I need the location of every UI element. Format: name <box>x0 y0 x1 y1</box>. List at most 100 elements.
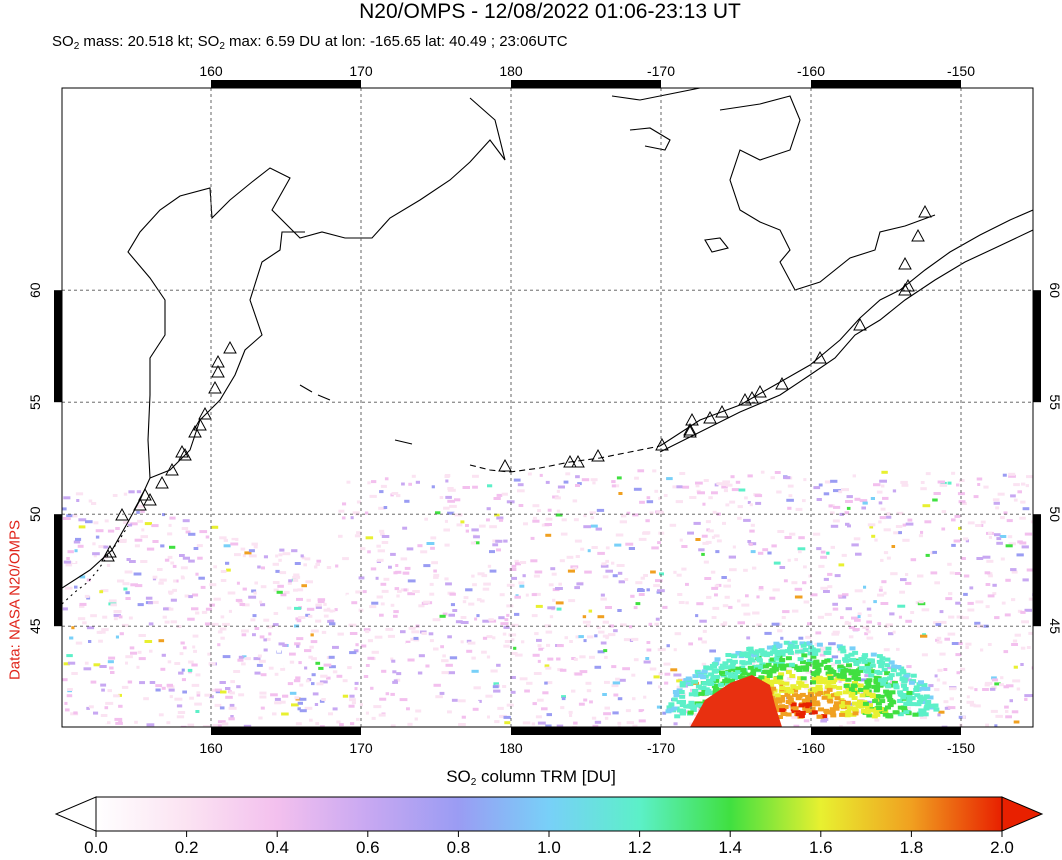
so2-pixel <box>520 613 525 617</box>
so2-pixel <box>673 673 682 677</box>
so2-pixel <box>488 618 494 622</box>
plume-pixel <box>863 689 870 694</box>
so2-pixel <box>1013 483 1020 487</box>
so2-pixel <box>604 655 608 659</box>
so2-pixel <box>572 499 578 503</box>
plume-pixel <box>918 680 924 685</box>
so2-pixel <box>228 706 237 710</box>
so2-pixel <box>901 483 909 487</box>
so2-pixel <box>510 652 518 655</box>
so2-pixel <box>673 570 677 574</box>
plume-pixel <box>852 711 859 716</box>
so2-pixel <box>297 588 304 592</box>
so2-pixel <box>905 573 909 576</box>
so2-pixel <box>129 646 135 650</box>
so2-pixel <box>619 520 627 524</box>
so2-pixel <box>227 591 236 595</box>
plume-pixel <box>889 690 896 695</box>
so2-pixel <box>677 692 686 696</box>
so2-pixel <box>878 520 882 524</box>
colorbar-label: SO2 column TRM [DU] <box>446 767 616 788</box>
so2-pixel <box>625 542 634 546</box>
plume-pixel <box>840 649 847 654</box>
so2-pixel <box>988 535 992 539</box>
so2-pixel <box>939 483 948 487</box>
so2-pixel <box>557 485 565 489</box>
so2-pixel <box>349 698 356 702</box>
plume-core <box>690 675 782 727</box>
plume-pixel <box>740 668 747 672</box>
so2-pixel <box>850 721 856 724</box>
so2-pixel <box>1020 646 1026 650</box>
volcano-icon <box>138 487 152 501</box>
plume-pixel <box>731 654 737 659</box>
so2-pixel <box>219 681 226 684</box>
lon-tick-label-top: -150 <box>947 63 975 79</box>
so2-pixel <box>713 534 720 538</box>
so2-pixel <box>63 662 70 666</box>
plume-pixel <box>790 684 797 689</box>
colorbar-tick-label: 0.0 <box>84 838 108 857</box>
so2-pixel <box>228 540 236 544</box>
so2-pixel <box>379 529 385 533</box>
plume-pixel <box>810 702 817 707</box>
so2-pixel <box>900 578 907 582</box>
so2-pixel <box>241 655 247 659</box>
so2-pixel <box>598 488 603 492</box>
so2-pixel <box>664 672 671 676</box>
so2-pixel <box>1009 699 1013 703</box>
plume-pixel <box>843 683 850 688</box>
so2-pixel <box>709 649 716 653</box>
so2-pixel <box>975 600 984 604</box>
plume-pixel <box>840 701 847 705</box>
so2-pixel <box>348 623 357 627</box>
so2-pixel <box>871 534 876 538</box>
so2-pixel <box>342 557 349 561</box>
so2-pixel <box>623 638 631 642</box>
so2-pixel <box>1030 694 1033 697</box>
plume-pixel <box>752 664 759 669</box>
plume-pixel <box>833 706 840 711</box>
so2-pixel <box>471 579 477 583</box>
so2-pixel <box>100 714 108 717</box>
so2-pixel <box>115 721 123 725</box>
so2-pixel <box>316 682 324 686</box>
colorbar-tick-label: 1.0 <box>537 838 561 857</box>
so2-pixel <box>852 621 859 625</box>
so2-pixel <box>590 478 598 482</box>
so2-pixel <box>169 516 176 520</box>
so2-pixel <box>146 723 155 727</box>
plume-pixel <box>800 660 806 665</box>
so2-pixel <box>757 551 764 555</box>
so2-pixel <box>441 659 449 663</box>
so2-pixel <box>639 500 645 504</box>
so2-pixel <box>483 582 491 586</box>
so2-pixel <box>276 590 283 594</box>
so2-pixel <box>737 516 742 520</box>
so2-pixel <box>90 614 97 618</box>
so2-pixel <box>122 582 130 586</box>
so2-pixel <box>579 655 586 659</box>
so2-pixel <box>951 471 956 475</box>
so2-pixel <box>982 688 989 691</box>
so2-pixel <box>463 596 469 600</box>
so2-pixel <box>187 708 192 712</box>
so2-pixel <box>435 695 443 699</box>
so2-pixel <box>538 624 545 628</box>
colorbar-tick-label: 1.2 <box>628 838 652 857</box>
so2-pixel <box>699 619 707 623</box>
plume-pixel <box>800 676 807 681</box>
plume-pixel <box>914 693 921 698</box>
so2-pixel <box>235 598 243 602</box>
so2-pixel <box>732 545 736 549</box>
plume-pixel <box>695 703 702 708</box>
so2-pixel <box>86 626 95 630</box>
so2-pixel <box>258 659 266 663</box>
plume-pixel <box>734 666 741 671</box>
so2-pixel <box>545 517 553 521</box>
so2-pixel <box>750 550 756 554</box>
so2-pixel <box>85 692 89 696</box>
so2-pixel <box>461 715 466 719</box>
so2-pixel <box>586 624 591 628</box>
so2-pixel <box>193 649 197 653</box>
